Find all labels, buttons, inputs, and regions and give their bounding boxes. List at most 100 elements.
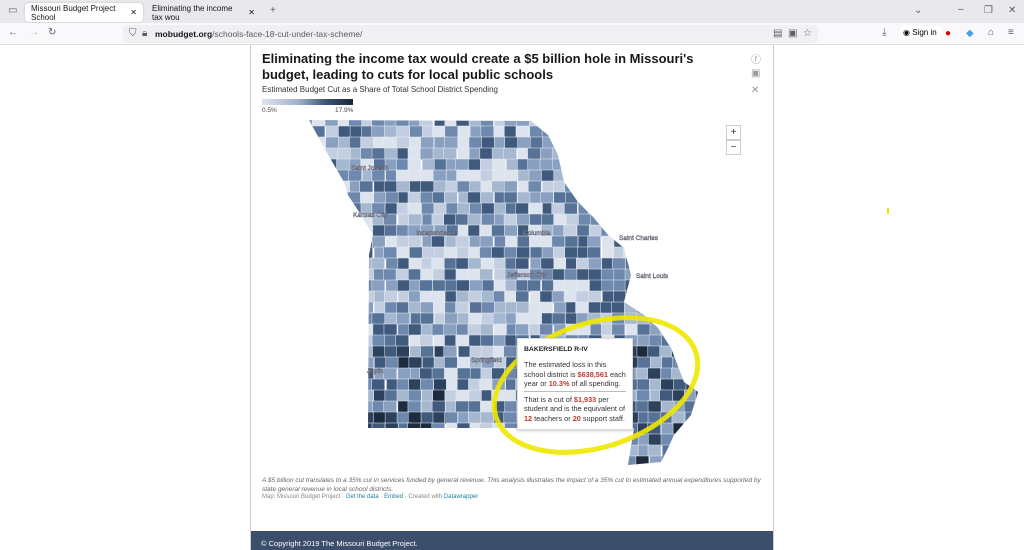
district-area[interactable]: [564, 202, 578, 216]
district-area[interactable]: [649, 169, 663, 183]
district-area[interactable]: [396, 224, 410, 238]
district-area[interactable]: [575, 180, 590, 194]
district-area[interactable]: [601, 136, 616, 150]
district-area[interactable]: [671, 147, 686, 161]
district-area[interactable]: [659, 136, 674, 150]
district-area[interactable]: [661, 158, 675, 172]
district-area[interactable]: [480, 115, 494, 128]
district-area[interactable]: [457, 147, 471, 161]
district-area[interactable]: [671, 290, 686, 304]
district-area[interactable]: [360, 301, 374, 315]
district-area[interactable]: [444, 367, 458, 381]
district-area[interactable]: [673, 213, 687, 227]
district-area[interactable]: [671, 136, 686, 150]
district-area[interactable]: [457, 180, 471, 194]
district-area[interactable]: [636, 378, 651, 392]
district-area[interactable]: [551, 290, 566, 304]
district-area[interactable]: [493, 455, 507, 468]
district-area[interactable]: [660, 433, 675, 447]
district-area[interactable]: [384, 301, 399, 315]
district-area[interactable]: [602, 246, 616, 260]
district-area[interactable]: [325, 235, 339, 249]
district-area[interactable]: [434, 158, 448, 172]
district-area[interactable]: [588, 224, 603, 238]
district-area[interactable]: [312, 290, 327, 304]
zoom-in-button[interactable]: +: [726, 125, 741, 140]
district-area[interactable]: [443, 246, 458, 260]
district-area[interactable]: [456, 169, 470, 183]
district-area[interactable]: [337, 246, 352, 260]
x-icon[interactable]: ✕: [751, 85, 760, 96]
district-area[interactable]: [527, 158, 541, 172]
district-area[interactable]: [337, 180, 352, 194]
district-area[interactable]: [635, 257, 650, 271]
district-area[interactable]: [301, 158, 315, 172]
district-area[interactable]: [468, 467, 481, 470]
district-area[interactable]: [408, 356, 423, 370]
district-area[interactable]: [408, 444, 423, 458]
district-area[interactable]: [540, 115, 554, 128]
district-area[interactable]: [336, 389, 351, 403]
district-area[interactable]: [360, 444, 374, 458]
district-area[interactable]: [554, 455, 568, 468]
district-area[interactable]: [468, 158, 482, 172]
district-area[interactable]: [575, 125, 589, 139]
district-area[interactable]: [661, 279, 675, 293]
district-area[interactable]: [662, 224, 676, 238]
district-area[interactable]: [553, 191, 568, 205]
district-area[interactable]: [611, 257, 626, 271]
district-area[interactable]: [650, 136, 664, 150]
district-area[interactable]: [337, 444, 352, 458]
district-area[interactable]: [539, 290, 554, 304]
district-area[interactable]: [529, 246, 544, 260]
district-area[interactable]: [301, 268, 315, 282]
district-area[interactable]: [541, 169, 555, 183]
sign-in-button[interactable]: ◉ Sign in: [899, 26, 941, 39]
district-area[interactable]: [637, 147, 651, 161]
district-area[interactable]: [505, 455, 519, 468]
district-area[interactable]: [588, 467, 601, 470]
district-area[interactable]: [503, 180, 518, 194]
district-area[interactable]: [470, 433, 484, 447]
district-area[interactable]: [348, 246, 363, 260]
district-area[interactable]: [516, 301, 530, 315]
district-area[interactable]: [468, 334, 483, 348]
district-area[interactable]: [444, 356, 458, 370]
district-area[interactable]: [408, 301, 422, 315]
district-area[interactable]: [564, 180, 578, 194]
district-area[interactable]: [301, 433, 314, 447]
district-area[interactable]: [575, 158, 590, 172]
district-area[interactable]: [467, 268, 482, 282]
district-area[interactable]: [685, 290, 699, 304]
district-area[interactable]: [325, 136, 339, 150]
district-area[interactable]: [515, 455, 530, 468]
district-area[interactable]: [612, 169, 627, 183]
district-area[interactable]: [455, 257, 470, 271]
district-area[interactable]: [541, 213, 555, 227]
district-area[interactable]: [588, 268, 602, 282]
district-area[interactable]: [696, 115, 710, 128]
district-area[interactable]: [601, 169, 616, 183]
missouri-map[interactable]: Saint Joseph Kansas City Independence Colum…: [301, 115, 721, 470]
district-area[interactable]: [383, 180, 398, 194]
district-area[interactable]: [311, 444, 325, 458]
district-area[interactable]: [302, 257, 315, 271]
district-area[interactable]: [647, 180, 661, 194]
district-area[interactable]: [420, 444, 434, 458]
district-area[interactable]: [551, 235, 566, 249]
district-area[interactable]: [336, 279, 350, 293]
district-area[interactable]: [311, 400, 326, 414]
district-area[interactable]: [517, 136, 531, 150]
district-area[interactable]: [396, 467, 409, 470]
district-area[interactable]: [433, 378, 447, 392]
district-area[interactable]: [590, 213, 604, 227]
district-area[interactable]: [396, 125, 410, 139]
district-area[interactable]: [323, 301, 338, 315]
district-area[interactable]: [384, 422, 399, 436]
district-area[interactable]: [349, 345, 364, 359]
district-area[interactable]: [578, 202, 592, 216]
district-area[interactable]: [503, 191, 518, 205]
district-area[interactable]: [587, 235, 601, 249]
district-area[interactable]: [422, 356, 436, 370]
district-area[interactable]: [638, 180, 652, 194]
